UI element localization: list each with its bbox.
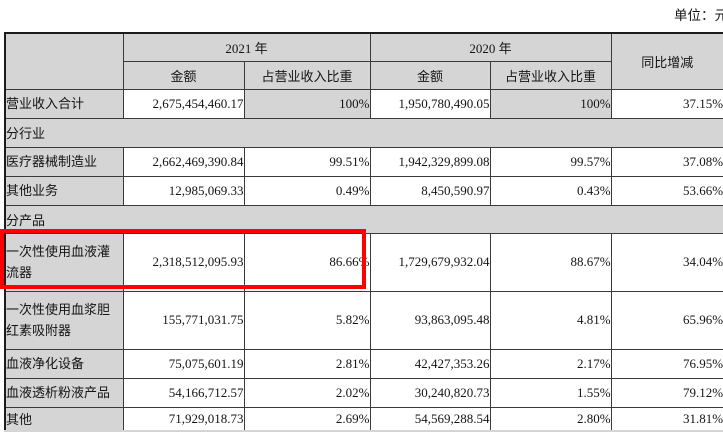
ratio-2021: 2.02% bbox=[243, 377, 371, 408]
amount-2021: 2,675,454,460.17 bbox=[122, 88, 245, 119]
yoy-value: 37.08% bbox=[610, 146, 723, 177]
yoy-value: 79.12% bbox=[610, 377, 723, 408]
ratio-2020: 88.67% bbox=[489, 232, 612, 292]
row-label: 其他 bbox=[4, 406, 124, 432]
header-year-2020: 2020 年 bbox=[369, 32, 612, 62]
amount-2021: 12,985,069.33 bbox=[122, 175, 245, 206]
section-row-by-industry: 分行业 bbox=[4, 117, 723, 148]
table-row-bilirubin-adsorber: 一次性使用血浆胆红素吸附器 155,771,031.75 5.82% 93,86… bbox=[4, 290, 723, 350]
header-yoy: 同比增减 bbox=[610, 32, 723, 90]
amount-2020: 30,240,820.73 bbox=[369, 377, 491, 408]
yoy-value: 65.96% bbox=[610, 290, 723, 350]
amount-2021: 54,166,712.57 bbox=[122, 377, 245, 408]
header-year-2021: 2021 年 bbox=[122, 32, 371, 62]
ratio-2020: 99.57% bbox=[489, 146, 612, 177]
row-label: 其他业务 bbox=[4, 175, 124, 206]
ratio-2020: 100% bbox=[489, 88, 612, 119]
yoy-value: 76.95% bbox=[610, 348, 723, 379]
row-label: 血液净化设备 bbox=[4, 348, 124, 379]
header-ratio-2021: 占营业收入比重 bbox=[243, 60, 371, 90]
amount-2020: 42,427,353.26 bbox=[369, 348, 491, 379]
amount-2020: 1,942,329,899.08 bbox=[369, 146, 491, 177]
row-label: 医疗器械制造业 bbox=[4, 146, 124, 177]
header-ratio-2020: 占营业收入比重 bbox=[489, 60, 612, 90]
row-label: 血液透析粉液产品 bbox=[4, 377, 124, 408]
yoy-value: 53.66% bbox=[610, 175, 723, 206]
section-label: 分产品 bbox=[4, 204, 723, 234]
yoy-value: 34.04% bbox=[610, 232, 723, 292]
amount-2021: 2,662,469,390.84 bbox=[122, 146, 245, 177]
ratio-2021: 100% bbox=[243, 88, 371, 119]
ratio-2021: 99.51% bbox=[243, 146, 371, 177]
ratio-2021: 2.81% bbox=[243, 348, 371, 379]
amount-2020: 8,450,590.97 bbox=[369, 175, 491, 206]
next-row-sliver bbox=[4, 430, 723, 432]
ratio-2020: 2.17% bbox=[489, 348, 612, 379]
yoy-value: 31.81% bbox=[610, 406, 723, 432]
row-label: 一次性使用血浆胆红素吸附器 bbox=[4, 290, 124, 350]
amount-2020: 1,950,780,490.05 bbox=[369, 88, 491, 119]
amount-2021: 2,318,512,095.93 bbox=[122, 232, 245, 292]
ratio-2021: 86.66% bbox=[243, 232, 371, 292]
ratio-2020: 2.80% bbox=[489, 406, 612, 432]
header-amount-2021: 金额 bbox=[122, 60, 245, 90]
header-row-subcolumns: 金额 占营业收入比重 金额 占营业收入比重 bbox=[5, 60, 723, 90]
amount-2021: 155,771,031.75 bbox=[122, 290, 245, 350]
ratio-2021: 5.82% bbox=[243, 290, 371, 350]
yoy-value: 37.15% bbox=[610, 88, 723, 119]
table-row-medical-device: 医疗器械制造业 2,662,469,390.84 99.51% 1,942,32… bbox=[4, 146, 723, 177]
ratio-2020: 1.55% bbox=[489, 377, 612, 408]
section-row-by-product: 分产品 bbox=[4, 204, 723, 234]
table-row-hemoperfusion-device: 一次性使用血液灌流器 2,318,512,095.93 86.66% 1,729… bbox=[4, 232, 723, 292]
table-row-hemodialysis-powder: 血液透析粉液产品 54,166,712.57 2.02% 30,240,820.… bbox=[4, 377, 723, 408]
unit-label: 单位：元 bbox=[674, 8, 723, 23]
amount-2020: 93,863,095.48 bbox=[369, 290, 491, 350]
row-label: 营业收入合计 bbox=[4, 88, 124, 119]
table-row-total-revenue: 营业收入合计 2,675,454,460.17 100% 1,950,780,4… bbox=[4, 88, 723, 119]
row-label: 一次性使用血液灌流器 bbox=[4, 232, 124, 292]
amount-2020: 1,729,679,932.04 bbox=[369, 232, 491, 292]
header-row-years: 2021 年 2020 年 同比增减 bbox=[4, 32, 723, 90]
header-blank-cell bbox=[4, 32, 124, 90]
ratio-2020: 0.43% bbox=[489, 175, 612, 206]
table-row-blood-purification-equipment: 血液净化设备 75,075,601.19 2.81% 42,427,353.26… bbox=[4, 348, 723, 379]
amount-2021: 71,929,018.73 bbox=[122, 406, 245, 432]
ratio-2021: 0.49% bbox=[243, 175, 371, 206]
header-amount-2020: 金额 bbox=[369, 60, 491, 90]
amount-2021: 75,075,601.19 bbox=[122, 348, 245, 379]
revenue-breakdown-table: 2021 年 2020 年 同比增减 金额 占营业收入比重 金额 占营业收入比重… bbox=[4, 32, 723, 432]
section-label: 分行业 bbox=[4, 117, 723, 148]
ratio-2020: 4.81% bbox=[489, 290, 612, 350]
ratio-2021: 2.69% bbox=[243, 406, 371, 432]
amount-2020: 54,569,288.54 bbox=[369, 406, 491, 432]
table-row-other-business: 其他业务 12,985,069.33 0.49% 8,450,590.97 0.… bbox=[4, 175, 723, 206]
table-row-other: 其他 71,929,018.73 2.69% 54,569,288.54 2.8… bbox=[4, 406, 723, 432]
